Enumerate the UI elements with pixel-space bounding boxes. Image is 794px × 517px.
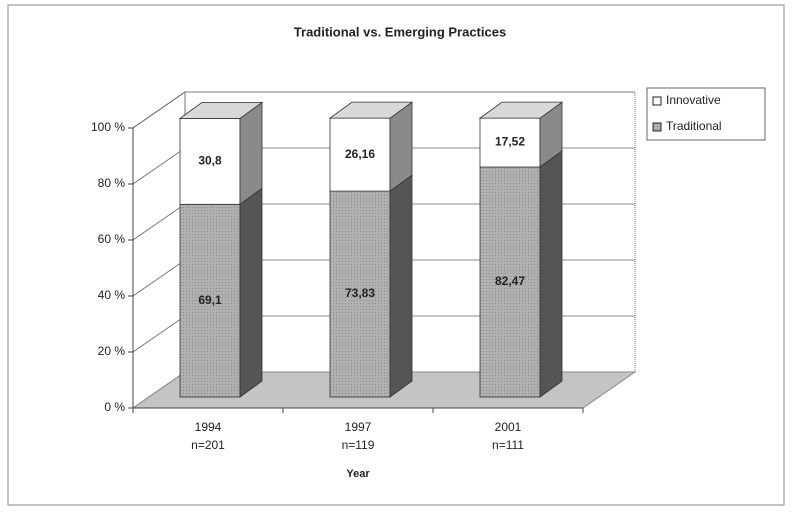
bar-side (389, 174, 413, 398)
bar (329, 190, 391, 398)
data-label: 69,1 (198, 293, 222, 307)
data-label: 17,52 (495, 135, 525, 149)
legend-swatch (652, 122, 662, 132)
bar (179, 203, 241, 398)
y-tick-label: 80 % (98, 176, 126, 190)
legend-swatch (652, 96, 662, 106)
data-label: 82,47 (495, 274, 525, 288)
data-label: 26,16 (345, 147, 375, 161)
x-axis-label: Year (346, 468, 370, 480)
grid-line (132, 91, 635, 129)
bar (479, 117, 541, 168)
x-tick-label: 1997 (345, 420, 372, 434)
bar-top (328, 101, 414, 119)
x-tick-sublabel: n=201 (191, 438, 225, 452)
y-tick-label: 60 % (98, 232, 126, 246)
y-tick-label: 20 % (98, 344, 126, 358)
x-tick-label: 2001 (495, 420, 522, 434)
bar-side (539, 150, 563, 398)
bar (179, 117, 241, 205)
bar-side (239, 101, 263, 206)
bar-top (178, 101, 264, 119)
y-tick-label: 40 % (98, 288, 126, 302)
bar-top (478, 101, 564, 119)
legend-label: Traditional (666, 119, 722, 133)
x-tick-label: 1994 (195, 420, 222, 434)
legend-box (646, 87, 766, 141)
legend-label: Innovative (666, 93, 721, 107)
data-label: 30,8 (198, 154, 222, 168)
y-tick-label: 0 % (104, 400, 125, 414)
bar (479, 166, 541, 398)
bar-side (239, 187, 263, 398)
x-tick-sublabel: n=119 (342, 438, 375, 452)
data-label: 73,83 (345, 286, 375, 300)
chart-title: Traditional vs. Emerging Practices (294, 24, 506, 39)
side-wall (132, 91, 186, 409)
x-tick-sublabel: n=111 (492, 438, 524, 452)
y-tick-label: 100 % (91, 120, 125, 134)
